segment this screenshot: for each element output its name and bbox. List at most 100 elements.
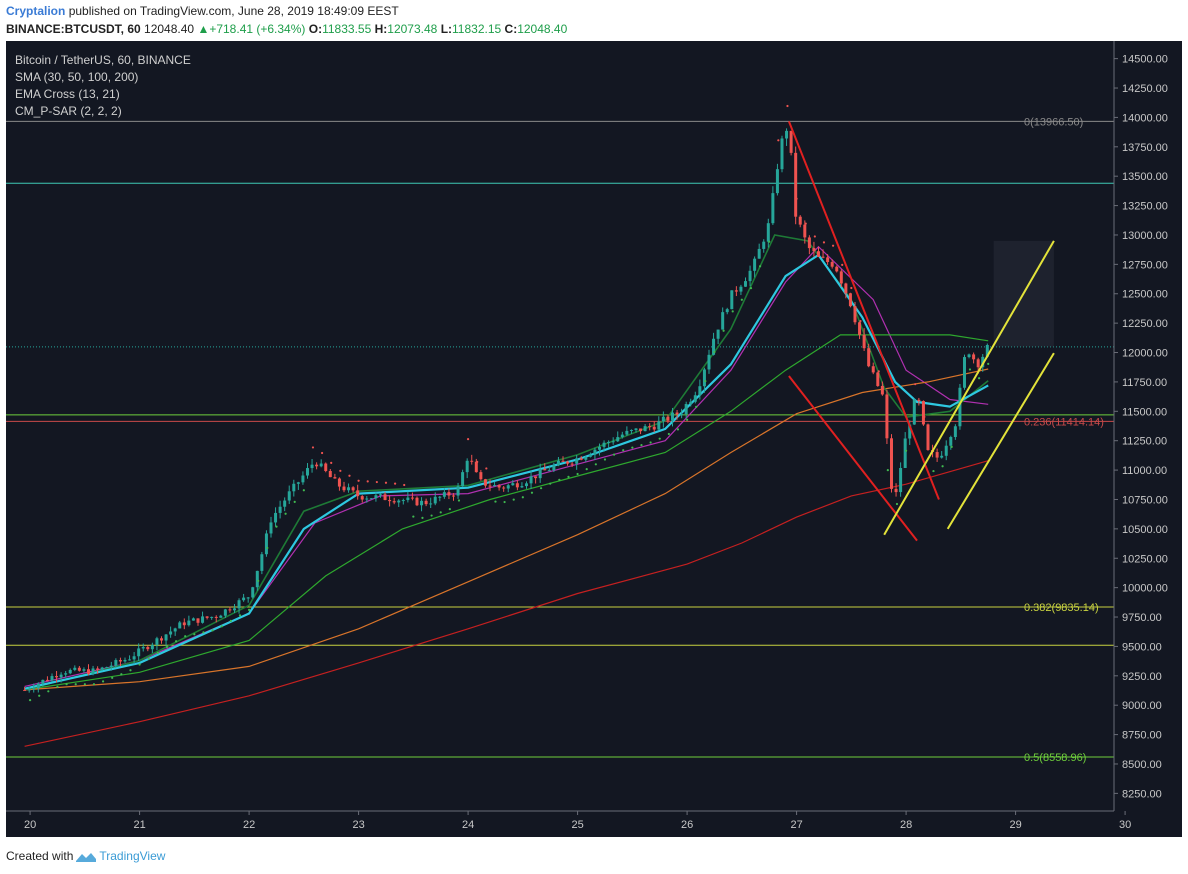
candle[interactable] (835, 265, 839, 273)
candle[interactable] (315, 462, 319, 470)
candle[interactable] (652, 421, 656, 433)
candle[interactable] (611, 437, 615, 445)
candle[interactable] (972, 352, 976, 364)
candle[interactable] (556, 456, 560, 467)
candle[interactable] (50, 673, 54, 682)
candle[interactable] (620, 431, 624, 439)
candle[interactable] (100, 666, 104, 671)
candle[interactable] (328, 468, 332, 478)
candle[interactable] (283, 497, 287, 512)
candle[interactable] (45, 676, 49, 682)
candle[interactable] (734, 286, 738, 297)
candle[interactable] (597, 443, 601, 456)
candle[interactable] (337, 477, 341, 491)
candle[interactable] (634, 428, 638, 433)
candle[interactable] (867, 343, 871, 368)
candle[interactable] (410, 492, 414, 501)
candle[interactable] (730, 290, 734, 310)
price-chart[interactable]: 0(13966.50) 0.236(11414.14) 0.382(9835.14)… (6, 41, 1182, 837)
candle[interactable] (821, 249, 825, 259)
candle[interactable] (538, 463, 542, 483)
ma-line-sma100[interactable] (24, 368, 989, 691)
candle[interactable] (935, 448, 939, 462)
candle[interactable] (684, 401, 688, 419)
candle[interactable] (807, 235, 811, 255)
candle[interactable] (246, 597, 250, 603)
candle[interactable] (205, 616, 209, 620)
candle[interactable] (333, 473, 337, 479)
candle[interactable] (278, 500, 282, 519)
candle[interactable] (164, 633, 168, 647)
candle[interactable] (785, 128, 789, 146)
candle[interactable] (666, 414, 670, 424)
yellow-channel-line[interactable] (946, 352, 1055, 530)
legend-sma[interactable]: SMA (30, 50, 100, 200) (15, 70, 138, 84)
candle[interactable] (59, 672, 63, 683)
candle[interactable] (397, 499, 401, 508)
candle[interactable] (570, 461, 574, 467)
candle[interactable] (401, 498, 405, 505)
candle[interactable] (789, 130, 793, 156)
candle[interactable] (86, 664, 90, 676)
ma-line-sma200[interactable] (24, 460, 989, 747)
candle[interactable] (534, 476, 538, 484)
candle[interactable] (826, 254, 830, 265)
candle[interactable] (926, 423, 930, 451)
candle[interactable] (406, 491, 410, 503)
candle[interactable] (707, 349, 711, 374)
candle[interactable] (141, 643, 145, 652)
candle[interactable] (96, 666, 100, 674)
candle[interactable] (753, 256, 757, 278)
candle[interactable] (643, 424, 647, 432)
ma-line-ema13[interactable] (24, 234, 989, 691)
candle[interactable] (488, 479, 492, 492)
candle[interactable] (775, 163, 779, 196)
candle[interactable] (721, 307, 725, 330)
candle[interactable] (853, 301, 857, 325)
candle[interactable] (903, 432, 907, 469)
candle[interactable] (447, 488, 451, 500)
candle[interactable] (219, 614, 223, 618)
candle[interactable] (953, 424, 957, 440)
candle[interactable] (196, 618, 200, 626)
candle[interactable] (201, 611, 205, 624)
candle[interactable] (296, 481, 300, 490)
candle[interactable] (830, 259, 834, 269)
candle[interactable] (301, 471, 305, 485)
candle[interactable] (616, 431, 620, 442)
candle[interactable] (483, 478, 487, 488)
candle[interactable] (182, 618, 186, 630)
candle[interactable] (223, 608, 227, 619)
candle[interactable] (64, 670, 68, 678)
candle[interactable] (566, 460, 570, 466)
tradingview-link[interactable]: TradingView (99, 849, 166, 863)
candle[interactable] (342, 481, 346, 493)
candle[interactable] (374, 492, 378, 502)
candle[interactable] (944, 440, 948, 461)
candle[interactable] (415, 496, 419, 507)
candle[interactable] (543, 463, 547, 471)
candle[interactable] (474, 458, 478, 473)
candle[interactable] (369, 498, 373, 500)
price-axis[interactable] (1114, 41, 1182, 837)
candle[interactable] (292, 479, 296, 497)
red-channel-line[interactable] (787, 121, 940, 500)
candle[interactable] (607, 440, 611, 448)
candle[interactable] (274, 507, 278, 527)
candle[interactable] (438, 495, 442, 502)
candle[interactable] (520, 482, 524, 488)
candle[interactable] (757, 243, 761, 259)
candle[interactable] (639, 428, 643, 435)
candle[interactable] (762, 239, 766, 253)
candle[interactable] (365, 496, 369, 503)
candle[interactable] (625, 426, 629, 436)
candle[interactable] (429, 497, 433, 508)
candle[interactable] (479, 469, 483, 481)
candle[interactable] (228, 606, 232, 613)
candle[interactable] (743, 277, 747, 287)
candle[interactable] (689, 398, 693, 407)
candle[interactable] (470, 454, 474, 465)
candle[interactable] (128, 655, 132, 661)
candle[interactable] (524, 481, 528, 489)
candle[interactable] (921, 400, 925, 426)
